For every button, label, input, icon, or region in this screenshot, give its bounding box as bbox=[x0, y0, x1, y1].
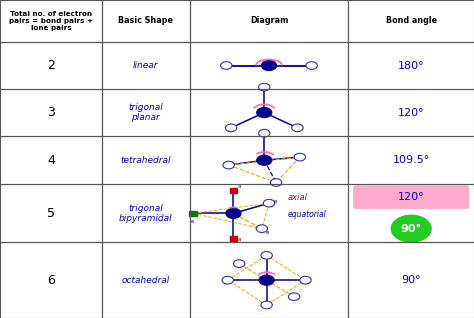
Bar bbox=[190, 184, 348, 242]
Bar bbox=[0, 0, 102, 42]
Bar bbox=[229, 188, 237, 193]
Circle shape bbox=[261, 252, 272, 259]
Text: 4: 4 bbox=[47, 154, 55, 167]
Circle shape bbox=[233, 260, 245, 267]
Text: 109.5°: 109.5° bbox=[392, 155, 430, 165]
Text: e: e bbox=[265, 230, 269, 235]
Bar bbox=[0, 184, 102, 242]
Bar bbox=[348, 184, 474, 242]
Text: Diagram: Diagram bbox=[250, 17, 288, 25]
Text: 6: 6 bbox=[47, 274, 55, 287]
Circle shape bbox=[259, 129, 270, 137]
Circle shape bbox=[292, 124, 303, 132]
Bar bbox=[190, 136, 348, 184]
Text: a: a bbox=[238, 184, 241, 189]
Circle shape bbox=[270, 179, 282, 186]
Bar bbox=[348, 89, 474, 136]
Text: trigonal
bipyramidal: trigonal bipyramidal bbox=[119, 204, 173, 223]
Circle shape bbox=[226, 208, 241, 218]
Bar bbox=[348, 0, 474, 42]
Text: 3: 3 bbox=[47, 106, 55, 119]
Bar bbox=[102, 184, 190, 242]
Circle shape bbox=[257, 107, 272, 118]
Text: e: e bbox=[273, 199, 277, 204]
Bar bbox=[102, 0, 190, 42]
Circle shape bbox=[391, 215, 431, 242]
Text: octahedral: octahedral bbox=[122, 276, 170, 285]
Text: Bond angle: Bond angle bbox=[386, 17, 437, 25]
Bar bbox=[190, 0, 348, 42]
Bar bbox=[229, 236, 237, 241]
Circle shape bbox=[223, 161, 234, 169]
Text: 180°: 180° bbox=[398, 60, 425, 71]
Bar bbox=[0, 136, 102, 184]
Bar bbox=[102, 136, 190, 184]
Text: 5: 5 bbox=[47, 207, 55, 220]
Text: equatorial: equatorial bbox=[288, 210, 327, 218]
Text: e: e bbox=[191, 218, 194, 224]
Bar bbox=[348, 42, 474, 89]
Circle shape bbox=[256, 225, 267, 232]
Circle shape bbox=[264, 199, 274, 207]
Circle shape bbox=[222, 276, 233, 284]
Text: 90°: 90° bbox=[401, 224, 422, 234]
Circle shape bbox=[257, 155, 272, 165]
Text: trigonal
planar: trigonal planar bbox=[128, 103, 163, 122]
Bar bbox=[190, 89, 348, 136]
Bar bbox=[190, 42, 348, 89]
Bar bbox=[190, 242, 348, 318]
Bar bbox=[0, 42, 102, 89]
Text: 90°: 90° bbox=[401, 275, 421, 285]
Bar bbox=[102, 242, 190, 318]
Text: a: a bbox=[238, 237, 241, 242]
Text: linear: linear bbox=[133, 61, 158, 70]
Bar bbox=[0, 242, 102, 318]
Bar bbox=[0, 89, 102, 136]
Bar bbox=[102, 42, 190, 89]
Text: Basic Shape: Basic Shape bbox=[118, 17, 173, 25]
Text: Total no. of electron
pairs = bond pairs +
lone pairs: Total no. of electron pairs = bond pairs… bbox=[9, 11, 93, 31]
FancyBboxPatch shape bbox=[353, 185, 469, 209]
Bar bbox=[348, 136, 474, 184]
Circle shape bbox=[261, 301, 272, 309]
Bar bbox=[102, 89, 190, 136]
Text: tetrahedral: tetrahedral bbox=[120, 156, 171, 165]
Circle shape bbox=[300, 276, 311, 284]
Circle shape bbox=[226, 124, 237, 132]
Bar bbox=[348, 242, 474, 318]
Circle shape bbox=[259, 83, 270, 91]
Circle shape bbox=[294, 153, 305, 161]
Circle shape bbox=[221, 62, 232, 69]
Circle shape bbox=[306, 62, 317, 69]
Circle shape bbox=[262, 60, 277, 71]
Text: axial: axial bbox=[288, 193, 308, 202]
Circle shape bbox=[259, 275, 274, 285]
Text: 120°: 120° bbox=[398, 107, 425, 118]
Circle shape bbox=[288, 293, 300, 301]
Text: 2: 2 bbox=[47, 59, 55, 72]
Bar bbox=[189, 211, 197, 216]
Text: 120°: 120° bbox=[398, 192, 425, 202]
